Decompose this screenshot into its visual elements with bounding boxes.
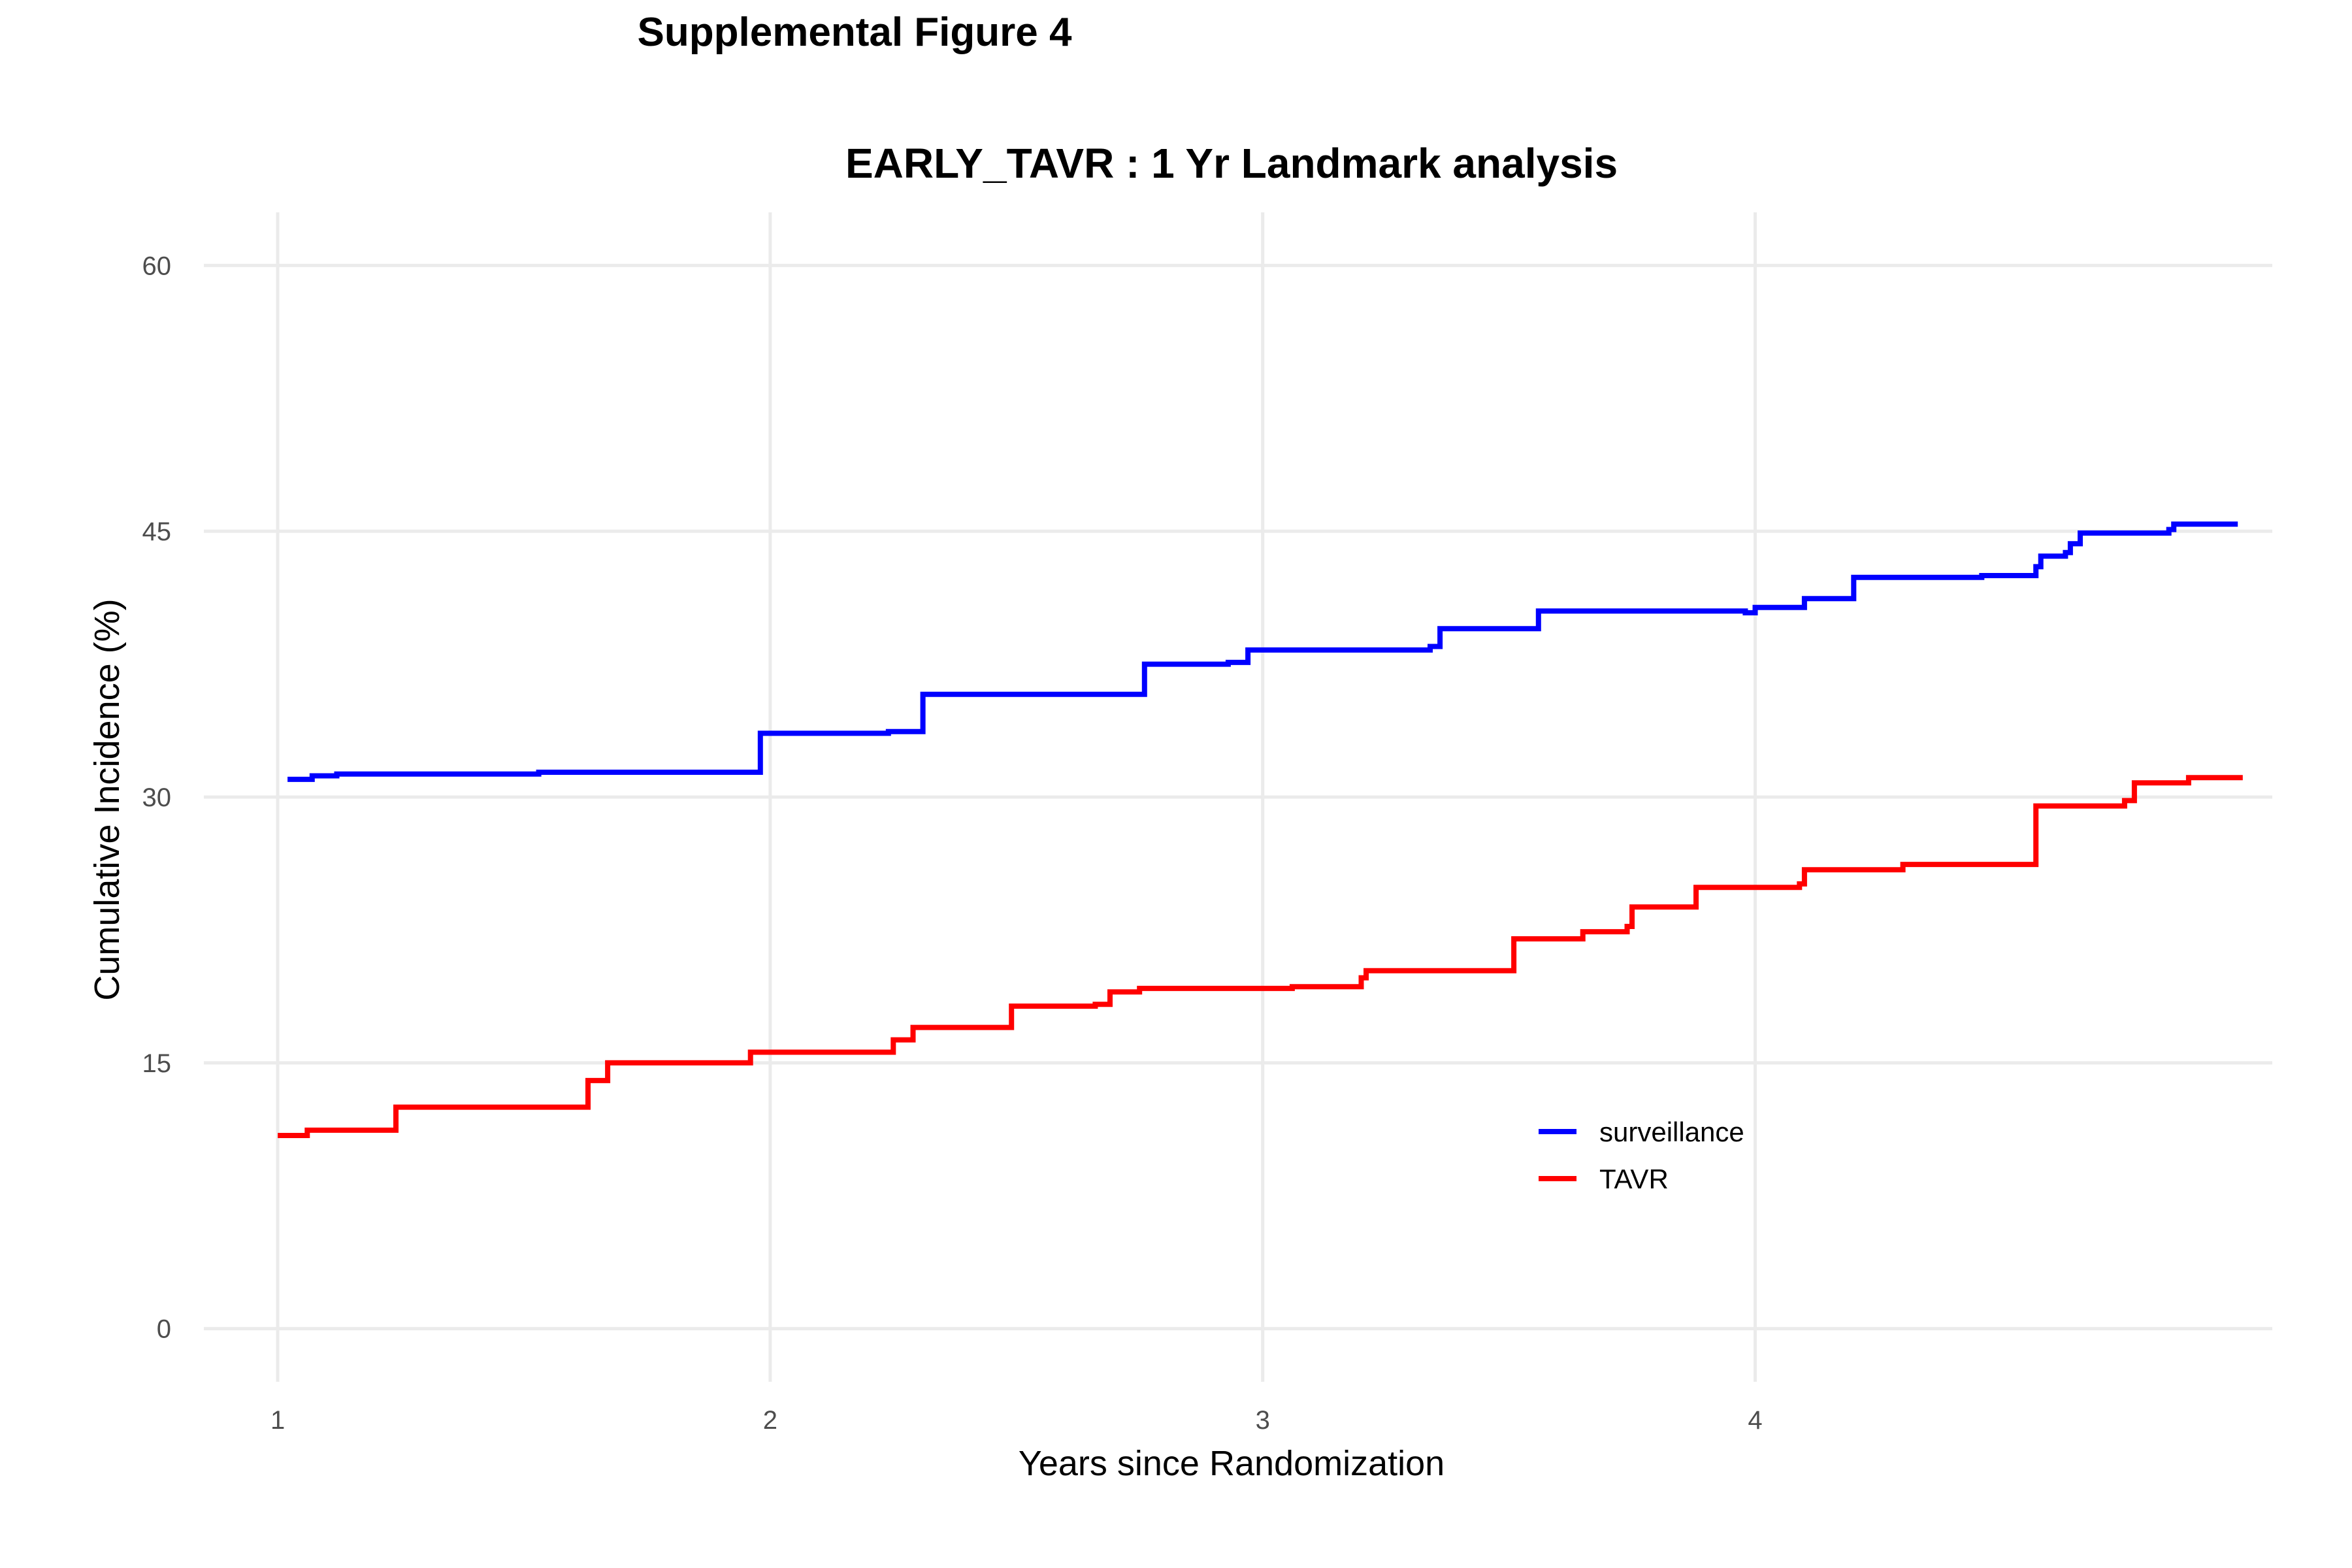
series-line-tavr <box>278 775 2243 1138</box>
legend-label-surveillance: surveillance <box>1599 1117 1744 1147</box>
series-layer <box>278 521 2243 1138</box>
y-tick-label: 0 <box>157 1315 171 1344</box>
x-tick-label: 4 <box>1748 1406 1762 1435</box>
tick-labels: 0 15 30 45 60 1 2 3 4 <box>142 252 1763 1435</box>
x-axis-title: Years since Randomization <box>1019 1444 1445 1483</box>
y-tick-label: 30 <box>142 783 172 812</box>
legend-label-tavr: TAVR <box>1599 1164 1669 1194</box>
x-tick-label: 2 <box>763 1406 777 1435</box>
series-line-surveillance <box>287 521 2238 782</box>
plot-title: EARLY_TAVR : 1 Yr Landmark analysis <box>845 140 1618 187</box>
y-tick-label: 15 <box>142 1049 172 1078</box>
legend: surveillance TAVR <box>1539 1117 1744 1194</box>
grid <box>204 212 2272 1382</box>
x-tick-label: 3 <box>1256 1406 1270 1435</box>
y-tick-label: 60 <box>142 252 172 280</box>
figure-title: Supplemental Figure 4 <box>638 10 1072 55</box>
y-axis-title: Cumulative Incidence (%) <box>88 598 127 1000</box>
x-tick-label: 1 <box>270 1406 285 1435</box>
y-tick-label: 45 <box>142 517 172 546</box>
